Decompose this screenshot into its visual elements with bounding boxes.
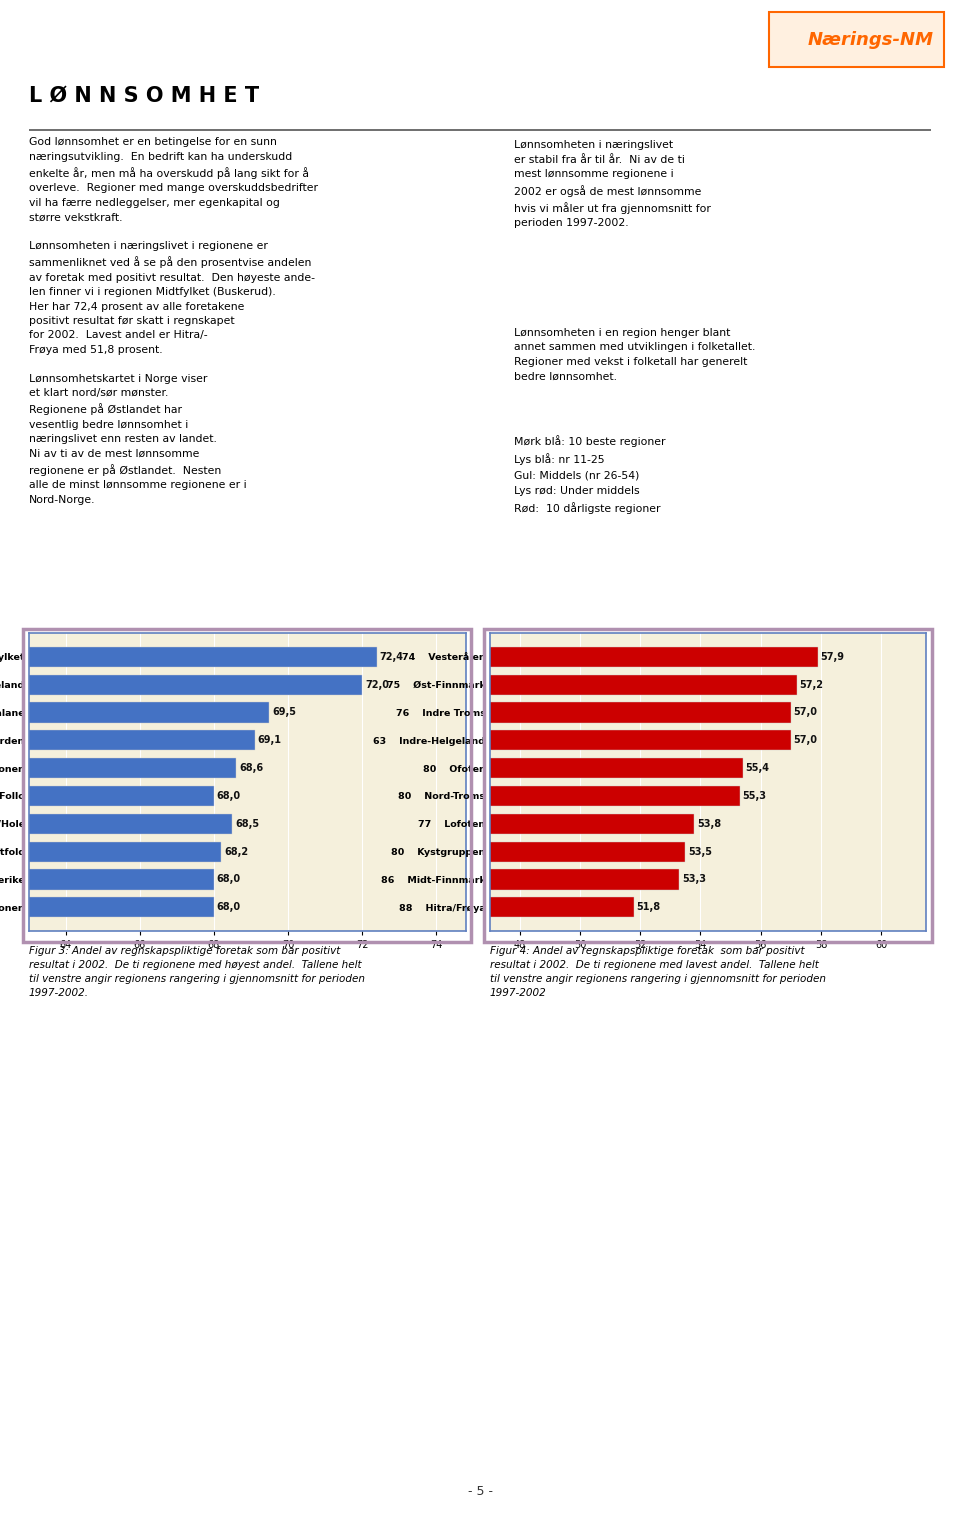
Bar — [0, 897, 635, 917]
Text: 68,2: 68,2 — [225, 847, 249, 856]
Bar — [0, 731, 254, 751]
Bar — [0, 786, 214, 806]
Text: God lønnsomhet er en betingelse for en sunn
næringsutvikling.  En bedrift kan ha: God lønnsomhet er en betingelse for en s… — [29, 137, 318, 505]
Text: L Ø N N S O M H E T: L Ø N N S O M H E T — [29, 85, 259, 105]
Text: 69,5: 69,5 — [273, 708, 297, 717]
Bar — [0, 870, 214, 890]
Text: 53,5: 53,5 — [687, 847, 711, 856]
Text: 55,4: 55,4 — [745, 763, 769, 774]
Bar — [0, 674, 362, 694]
Text: Lønnsomheten i næringslivet
er stabil fra år til år.  Ni av de ti
mest lønnsomme: Lønnsomheten i næringslivet er stabil fr… — [514, 140, 710, 229]
Bar — [0, 842, 685, 862]
Text: Figur 3: Andel av regnskapspliktige foretak som bar positivt
resultat i 2002.  D: Figur 3: Andel av regnskapspliktige fore… — [29, 946, 365, 998]
Bar — [0, 702, 791, 722]
Text: - 5 -: - 5 - — [468, 1485, 492, 1499]
Text: 68,0: 68,0 — [217, 874, 241, 885]
Text: Figur 4: Andel av regnskapspliktige foretak  som bar positivt
resultat i 2002.  : Figur 4: Andel av regnskapspliktige fore… — [490, 946, 826, 998]
Bar — [0, 674, 797, 694]
Bar — [0, 813, 694, 833]
Text: 51,8: 51,8 — [636, 902, 660, 913]
Text: 57,0: 57,0 — [793, 736, 817, 745]
Text: 55,3: 55,3 — [742, 790, 766, 801]
Text: 68,0: 68,0 — [217, 790, 241, 801]
FancyBboxPatch shape — [769, 12, 945, 67]
Text: 72,0: 72,0 — [365, 679, 389, 690]
Bar — [0, 786, 739, 806]
Bar — [0, 702, 270, 722]
Bar — [0, 870, 680, 890]
Text: 57,2: 57,2 — [800, 679, 824, 690]
Text: 57,9: 57,9 — [821, 652, 845, 662]
Text: 53,8: 53,8 — [697, 819, 721, 829]
Text: 72,4: 72,4 — [380, 652, 404, 662]
Bar — [0, 758, 743, 778]
Bar — [0, 897, 214, 917]
Text: 53,3: 53,3 — [682, 874, 706, 885]
Text: Nærings-NM: Nærings-NM — [807, 31, 933, 49]
Text: 68,0: 68,0 — [217, 902, 241, 913]
Bar — [0, 731, 791, 751]
Bar — [0, 647, 376, 667]
Text: Mørk blå: 10 beste regioner
Lys blå: nr 11-25
Gul: Middels (nr 26-54)
Lys rød: U: Mørk blå: 10 beste regioner Lys blå: nr … — [514, 435, 665, 514]
Text: 69,1: 69,1 — [257, 736, 281, 745]
Bar — [0, 758, 236, 778]
Bar — [0, 813, 232, 833]
Text: Lønnsomheten i en region henger blant
annet sammen med utviklingen i folketallet: Lønnsomheten i en region henger blant an… — [514, 328, 755, 382]
Bar — [0, 647, 818, 667]
Bar — [0, 842, 222, 862]
Text: 57,0: 57,0 — [793, 708, 817, 717]
Text: 68,6: 68,6 — [239, 763, 263, 774]
Text: 68,5: 68,5 — [235, 819, 259, 829]
